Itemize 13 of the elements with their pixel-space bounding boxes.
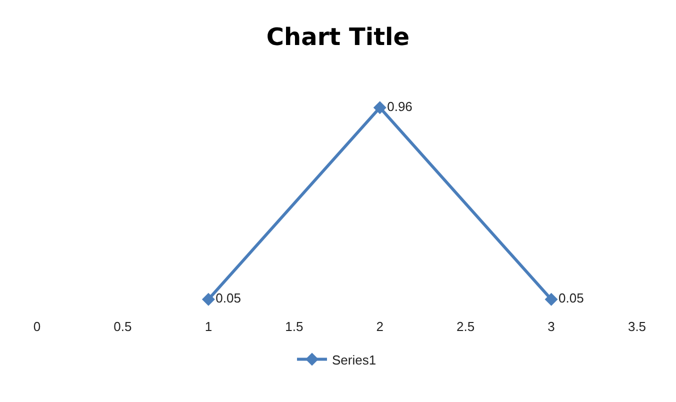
- data-label: 0.05: [216, 290, 241, 306]
- data-label: 0.96: [387, 98, 412, 114]
- x-tick-label: 0: [33, 319, 41, 334]
- data-label: 0.05: [558, 290, 584, 306]
- chart-title: Chart Title: [266, 22, 410, 51]
- x-tick-label: 1.5: [285, 319, 304, 334]
- legend-label: Series1: [332, 352, 376, 368]
- x-tick-label: 3.5: [628, 319, 646, 334]
- x-tick-label: 0.5: [114, 319, 132, 334]
- x-tick-label: 2: [376, 319, 384, 334]
- x-tick-label: 1: [204, 319, 212, 334]
- x-tick-label: 2.5: [456, 319, 475, 334]
- x-tick-label: 3: [548, 319, 555, 334]
